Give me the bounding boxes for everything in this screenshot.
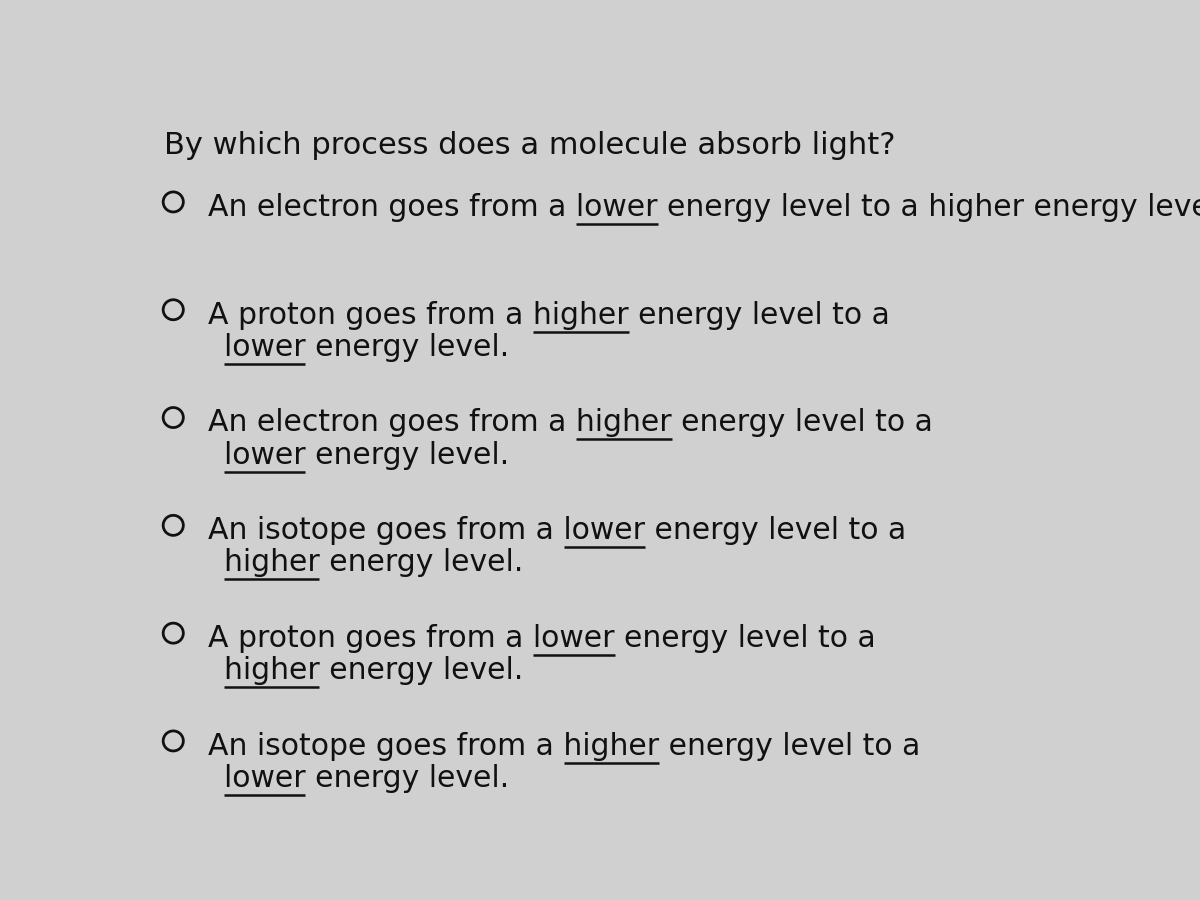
- Text: lower energy level.: lower energy level.: [223, 333, 509, 362]
- Text: lower energy level.: lower energy level.: [223, 441, 509, 470]
- Text: By which process does a molecule absorb light?: By which process does a molecule absorb …: [164, 131, 895, 160]
- Text: higher energy level.: higher energy level.: [223, 656, 523, 685]
- Text: A proton goes from a lower energy level to a: A proton goes from a lower energy level …: [208, 624, 876, 652]
- Text: A proton goes from a higher energy level to a: A proton goes from a higher energy level…: [208, 301, 890, 329]
- Text: An isotope goes from a lower energy level to a: An isotope goes from a lower energy leve…: [208, 516, 906, 545]
- Text: higher energy level.: higher energy level.: [223, 548, 523, 578]
- Text: An electron goes from a lower energy level to a higher energy level.: An electron goes from a lower energy lev…: [208, 193, 1200, 221]
- Text: An electron goes from a higher energy level to a: An electron goes from a higher energy le…: [208, 409, 934, 437]
- Text: lower energy level.: lower energy level.: [223, 764, 509, 793]
- Text: An isotope goes from a higher energy level to a: An isotope goes from a higher energy lev…: [208, 732, 920, 760]
